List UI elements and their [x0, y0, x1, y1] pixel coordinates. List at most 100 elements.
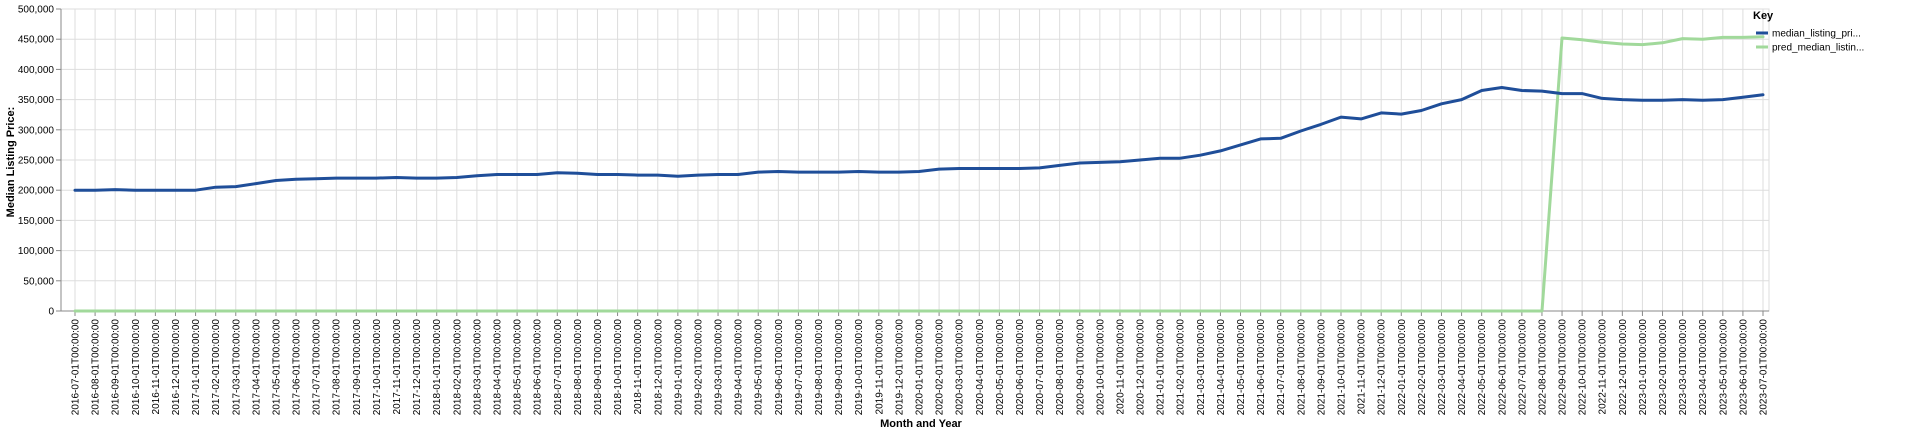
- series-layer: [73, 35, 1765, 313]
- series-line-0: [73, 86, 1765, 192]
- x-tick-label: 2017-09-01T00:00:00: [352, 319, 363, 416]
- x-tick-label: 2021-06-01T00:00:00: [1256, 319, 1267, 416]
- x-tick-label: 2023-02-01T00:00:00: [1658, 319, 1669, 416]
- x-tick-label: 2018-05-01T00:00:00: [513, 319, 524, 416]
- x-tick-label: 2022-06-01T00:00:00: [1497, 319, 1508, 416]
- x-tick-label: 2017-05-01T00:00:00: [271, 319, 282, 416]
- legend-label-0: median_listing_pri...: [1772, 29, 1861, 40]
- y-tick-label: 150,000: [18, 216, 55, 227]
- x-tick-label: 2017-07-01T00:00:00: [312, 319, 323, 416]
- x-tick-label: 2021-09-01T00:00:00: [1316, 319, 1327, 416]
- x-tick-label: 2018-03-01T00:00:00: [472, 319, 483, 416]
- x-tick-label: 2021-11-01T00:00:00: [1357, 319, 1368, 415]
- x-tick-label: 2017-06-01T00:00:00: [292, 319, 303, 416]
- x-tick-label: 2020-10-01T00:00:00: [1095, 319, 1106, 416]
- x-tick-label: 2021-02-01T00:00:00: [1176, 319, 1187, 416]
- x-tick-label: 2022-02-01T00:00:00: [1417, 319, 1428, 416]
- y-tick-label: 0: [48, 307, 54, 318]
- x-tick-label: 2019-06-01T00:00:00: [774, 319, 785, 416]
- x-tick-label: 2023-05-01T00:00:00: [1718, 319, 1729, 416]
- x-tick-label: 2017-02-01T00:00:00: [211, 319, 222, 416]
- x-tick-label: 2022-11-01T00:00:00: [1598, 319, 1609, 415]
- gridlines: [60, 8, 1770, 312]
- x-tick-label: 2021-03-01T00:00:00: [1196, 319, 1207, 416]
- y-tick-label: 100,000: [18, 246, 55, 257]
- x-tick-label: 2017-03-01T00:00:00: [231, 319, 242, 416]
- y-tick-label: 350,000: [18, 95, 55, 106]
- x-tick-label: 2018-02-01T00:00:00: [452, 319, 463, 416]
- x-tick-label: 2020-06-01T00:00:00: [1015, 319, 1026, 416]
- x-tick-label: 2019-09-01T00:00:00: [834, 319, 845, 416]
- x-tick-label: 2022-09-01T00:00:00: [1558, 319, 1569, 416]
- x-axis-title: Month and Year: [880, 418, 962, 430]
- x-tick-label: 2019-04-01T00:00:00: [734, 319, 745, 416]
- x-tick-label: 2018-10-01T00:00:00: [613, 319, 624, 416]
- y-axis-title: Median Listing Price:: [5, 107, 17, 218]
- x-tick-label: 2018-11-01T00:00:00: [633, 319, 644, 415]
- x-tick-label: 2017-11-01T00:00:00: [392, 319, 403, 415]
- legend: Key median_listing_pri... pred_median_lis…: [1753, 10, 1864, 54]
- x-tick-label: 2019-07-01T00:00:00: [794, 319, 805, 416]
- x-tick-label: 2019-03-01T00:00:00: [714, 319, 725, 416]
- x-tick-label: 2020-07-01T00:00:00: [1035, 319, 1046, 416]
- x-tick-label: 2020-12-01T00:00:00: [1136, 319, 1147, 416]
- x-tick-label: 2021-12-01T00:00:00: [1377, 319, 1388, 416]
- x-tick-label: 2018-04-01T00:00:00: [493, 319, 504, 416]
- x-tick-label: 2018-06-01T00:00:00: [533, 319, 544, 416]
- x-tick-label: 2019-05-01T00:00:00: [754, 319, 765, 416]
- x-tick-label: 2016-08-01T00:00:00: [91, 319, 102, 416]
- x-tick-label: 2020-02-01T00:00:00: [935, 319, 946, 416]
- x-tick-label: 2020-01-01T00:00:00: [915, 319, 926, 416]
- x-tick-label: 2020-04-01T00:00:00: [975, 319, 986, 416]
- x-tick-label: 2016-12-01T00:00:00: [171, 319, 182, 416]
- y-tick-label: 300,000: [18, 125, 55, 136]
- x-tick-label: 2022-07-01T00:00:00: [1517, 319, 1528, 416]
- x-tick-label: 2018-07-01T00:00:00: [553, 319, 564, 416]
- x-tick-label: 2020-08-01T00:00:00: [1055, 319, 1066, 416]
- x-tick-label: 2019-08-01T00:00:00: [814, 319, 825, 416]
- x-tick-label: 2017-04-01T00:00:00: [251, 319, 262, 416]
- y-tick-label: 250,000: [18, 156, 55, 167]
- x-tick-label: 2022-12-01T00:00:00: [1618, 319, 1629, 416]
- x-tick-label: 2018-08-01T00:00:00: [573, 319, 584, 416]
- x-tick-label: 2017-01-01T00:00:00: [191, 319, 202, 416]
- x-tick-label: 2021-10-01T00:00:00: [1337, 319, 1348, 416]
- x-tick-label: 2019-01-01T00:00:00: [673, 319, 684, 416]
- x-tick-label: 2022-10-01T00:00:00: [1578, 319, 1589, 416]
- x-tick-label: 2020-09-01T00:00:00: [1075, 319, 1086, 416]
- x-tick-label: 2018-09-01T00:00:00: [593, 319, 604, 416]
- y-tick-label: 400,000: [18, 65, 55, 76]
- y-axis: 0 50,000 100,000 150,000 200,000 250,000 300,0…: [18, 5, 62, 318]
- x-tick-label: 2017-08-01T00:00:00: [332, 319, 343, 416]
- x-tick-label: 2020-05-01T00:00:00: [995, 319, 1006, 416]
- x-tick-label: 2023-04-01T00:00:00: [1698, 319, 1709, 416]
- x-tick-label: 2023-06-01T00:00:00: [1738, 319, 1749, 416]
- x-tick-label: 2016-09-01T00:00:00: [111, 319, 122, 416]
- x-tick-label: 2019-10-01T00:00:00: [854, 319, 865, 416]
- x-tick-label: 2021-08-01T00:00:00: [1296, 319, 1307, 416]
- x-tick-label: 2021-07-01T00:00:00: [1276, 319, 1287, 416]
- x-tick-label: 2022-03-01T00:00:00: [1437, 319, 1448, 416]
- x-tick-label: 2022-01-01T00:00:00: [1397, 319, 1408, 416]
- x-tick-label: 2023-03-01T00:00:00: [1678, 319, 1689, 416]
- x-tick-label: 2016-10-01T00:00:00: [131, 319, 142, 416]
- x-tick-label: 2020-11-01T00:00:00: [1115, 319, 1126, 415]
- legend-title: Key: [1753, 10, 1774, 22]
- x-tick-label: 2020-03-01T00:00:00: [955, 319, 966, 416]
- x-tick-label: 2019-12-01T00:00:00: [894, 319, 905, 416]
- x-tick-label: 2023-07-01T00:00:00: [1759, 319, 1770, 416]
- x-tick-label: 2021-01-01T00:00:00: [1156, 319, 1167, 416]
- x-tick-label: 2016-11-01T00:00:00: [151, 319, 162, 415]
- x-tick-label: 2019-02-01T00:00:00: [693, 319, 704, 416]
- series-line-1: [73, 35, 1765, 313]
- x-tick-label: 2021-05-01T00:00:00: [1236, 319, 1247, 416]
- x-tick-label: 2022-04-01T00:00:00: [1457, 319, 1468, 416]
- x-tick-label: 2018-01-01T00:00:00: [432, 319, 443, 416]
- x-tick-label: 2023-01-01T00:00:00: [1638, 319, 1649, 416]
- x-tick-label: 2017-12-01T00:00:00: [412, 319, 423, 416]
- y-tick-label: 200,000: [18, 186, 55, 197]
- x-tick-label: 2017-10-01T00:00:00: [372, 319, 383, 416]
- x-tick-label: 2018-12-01T00:00:00: [653, 319, 664, 416]
- y-tick-label: 50,000: [23, 276, 54, 287]
